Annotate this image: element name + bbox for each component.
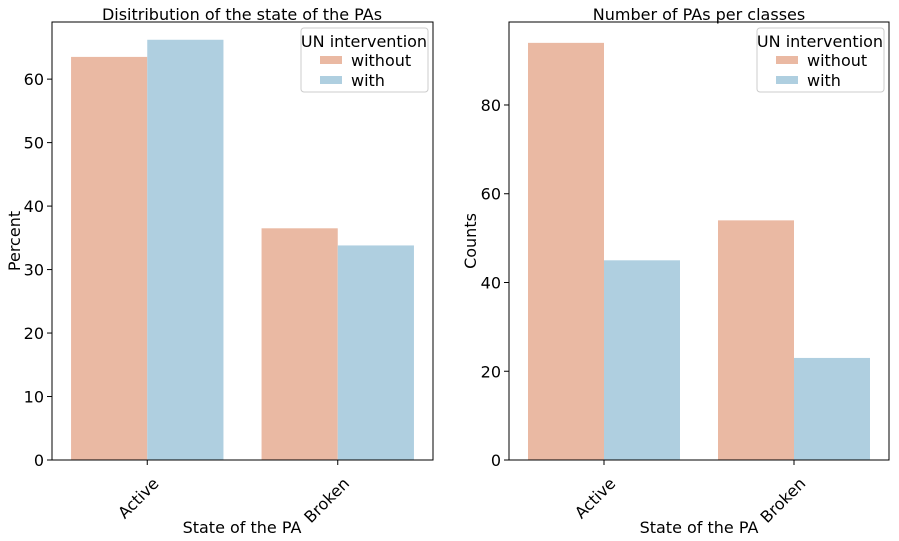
y-tick-label: 40 bbox=[24, 197, 44, 216]
x-tick-label: Active bbox=[114, 474, 162, 522]
plot-frame bbox=[508, 21, 890, 461]
bar-without-broken bbox=[261, 228, 338, 460]
x-axis-label: State of the PA bbox=[640, 518, 759, 537]
y-tick-label: 60 bbox=[24, 70, 44, 89]
legend: UN intervention without with bbox=[756, 27, 885, 93]
x-axis-label: State of the PA bbox=[183, 518, 302, 537]
x-tick-label: Broken bbox=[300, 474, 353, 527]
x-ticks: Active Broken bbox=[571, 460, 809, 527]
y-tick-label: 50 bbox=[24, 134, 44, 153]
legend-label-without: without bbox=[807, 51, 867, 70]
legend-swatch-with bbox=[320, 76, 342, 84]
chart-counts: 0 20 40 60 80 Active Broken Number of PAs per… bbox=[461, 5, 890, 537]
y-tick-label: 40 bbox=[481, 273, 501, 292]
legend-swatch-without bbox=[320, 56, 342, 64]
legend-title: UN intervention bbox=[757, 32, 883, 51]
y-tick-label: 60 bbox=[481, 185, 501, 204]
x-tick-label: Broken bbox=[757, 474, 810, 527]
x-ticks: Active Broken bbox=[114, 460, 353, 527]
bar-with-broken bbox=[794, 357, 870, 460]
x-tick-label: Active bbox=[571, 474, 619, 522]
y-ticks: 0 10 20 30 40 50 60 bbox=[24, 70, 52, 470]
y-tick-label: 10 bbox=[24, 388, 44, 407]
legend-swatch-without bbox=[776, 56, 798, 64]
bar-without-broken bbox=[718, 220, 794, 460]
legend-title: UN intervention bbox=[301, 32, 427, 51]
legend: UN intervention without with bbox=[300, 27, 429, 93]
y-tick-label: 80 bbox=[481, 96, 501, 115]
chart-percent: 0 10 20 30 40 50 60 Active Broken Disitribution… bbox=[5, 5, 434, 537]
chart-title: Disitribution of the state of the PAs bbox=[102, 5, 382, 24]
y-tick-label: 0 bbox=[491, 451, 501, 470]
y-ticks: 0 20 40 60 80 bbox=[481, 96, 509, 470]
bars bbox=[528, 42, 870, 461]
bar-with-active bbox=[604, 260, 680, 460]
legend-label-with: with bbox=[351, 71, 385, 90]
y-axis-label: Counts bbox=[461, 213, 480, 269]
plot-frame bbox=[51, 21, 434, 461]
legend-swatch-with bbox=[776, 76, 798, 84]
chart-title: Number of PAs per classes bbox=[593, 5, 805, 24]
y-tick-label: 30 bbox=[24, 261, 44, 280]
legend-label-without: without bbox=[351, 51, 411, 70]
bar-without-active bbox=[528, 42, 604, 461]
bar-with-broken bbox=[337, 245, 414, 460]
y-tick-label: 0 bbox=[34, 451, 44, 470]
bars bbox=[71, 39, 414, 461]
legend-label-with: with bbox=[807, 71, 841, 90]
bar-without-active bbox=[71, 56, 148, 460]
y-axis-label: Percent bbox=[5, 211, 24, 271]
y-tick-label: 20 bbox=[481, 362, 501, 381]
bar-with-active bbox=[147, 39, 224, 461]
y-tick-label: 20 bbox=[24, 324, 44, 343]
